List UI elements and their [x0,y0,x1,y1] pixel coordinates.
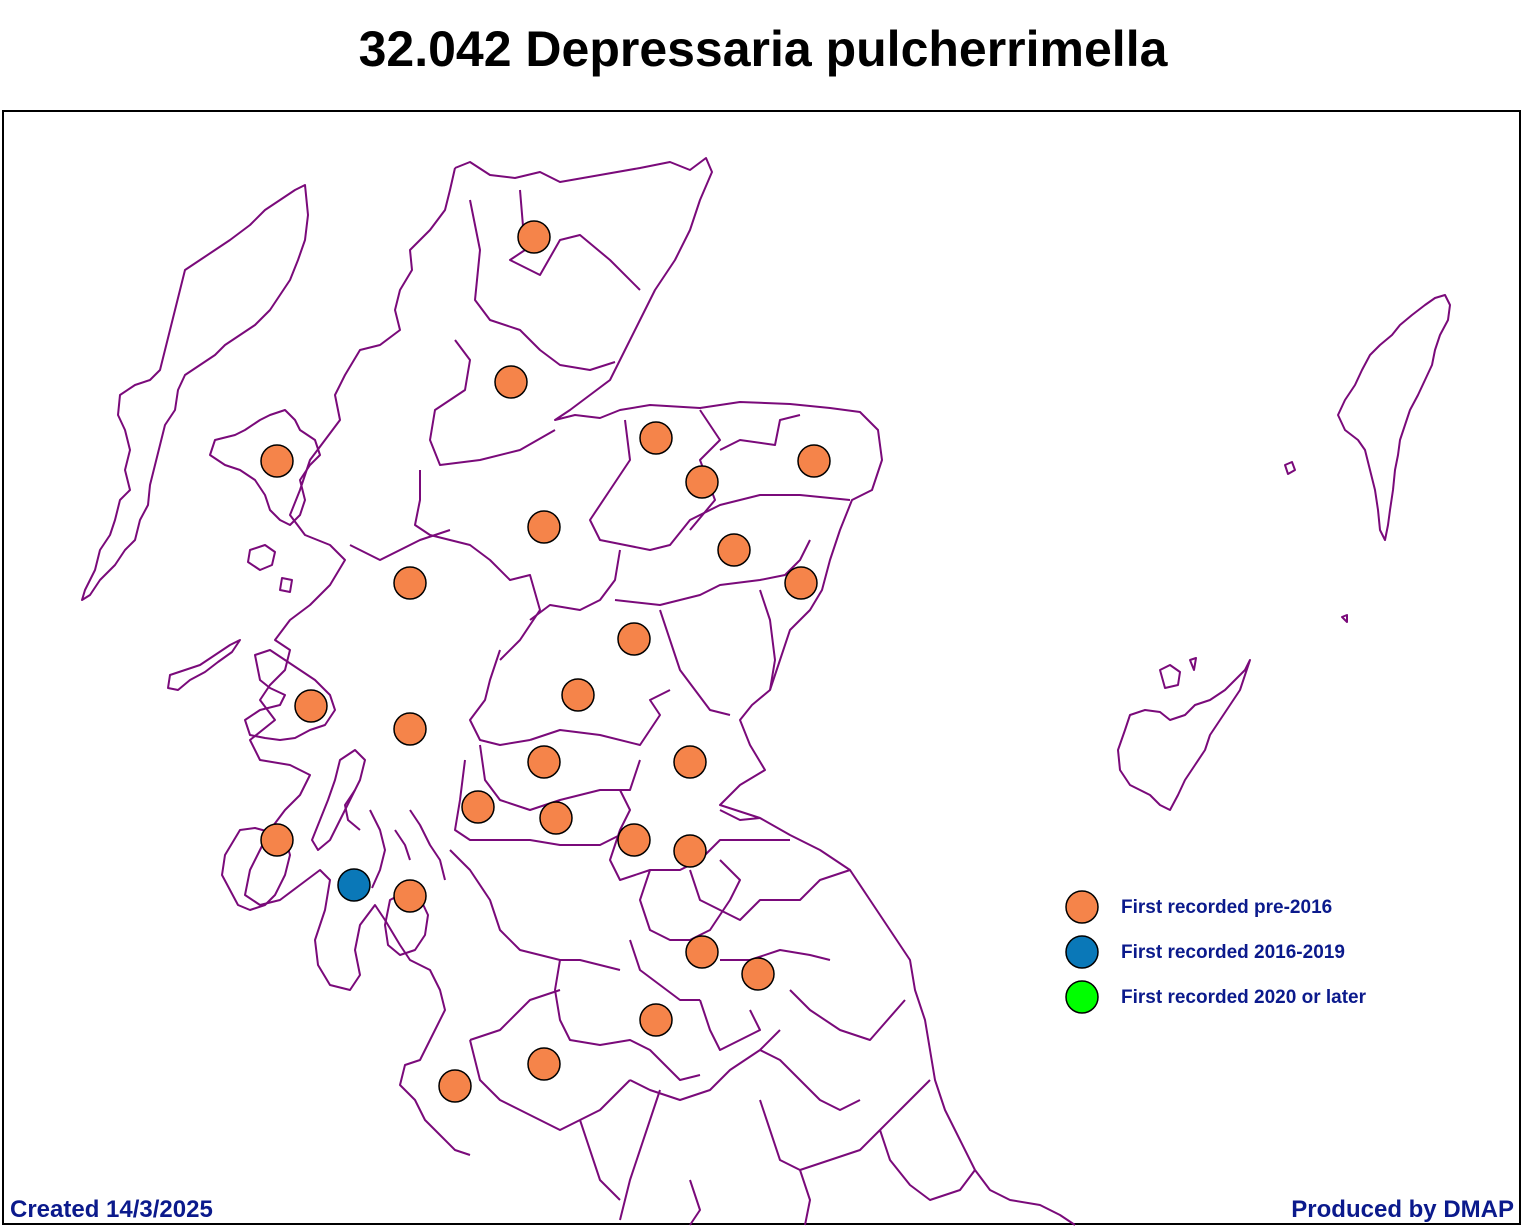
record-dot-pre2016 [741,957,775,991]
record-dot-pre2016 [639,421,673,455]
created-date: Created 14/3/2025 [10,1196,213,1223]
record-dot-y2016-2019 [337,868,371,902]
legend-label: First recorded 2020 or later [1121,987,1367,1008]
record-dot-pre2016 [797,444,831,478]
record-dot-pre2016 [517,220,551,254]
isle-of-skye [209,409,321,526]
orkney [1117,659,1251,811]
record-dot-pre2016 [539,801,573,835]
record-dot-pre2016 [260,823,294,857]
record-dot-pre2016 [527,1047,561,1081]
legend-swatch [1065,980,1099,1014]
producer-credit: Produced by DMAP [1291,1196,1514,1223]
record-dot-pre2016 [393,712,427,746]
legend-swatch [1065,935,1099,969]
record-dot-pre2016 [294,689,328,723]
map-frame [2,110,1521,1225]
record-dot-pre2016 [673,834,707,868]
record-dot-pre2016 [717,533,751,567]
record-dot-pre2016 [438,1069,472,1103]
record-markers [260,220,831,1103]
record-dot-pre2016 [561,678,595,712]
record-dot-pre2016 [685,465,719,499]
record-dot-pre2016 [260,444,294,478]
mainland-outline [454,157,1076,1226]
map-title: 32.042 Depressaria pulcherrimella [358,21,1168,77]
legend-label: First recorded 2016-2019 [1121,942,1345,963]
legend-label: First recorded pre-2016 [1121,897,1332,918]
west-coast-outline [244,167,471,1156]
record-dot-pre2016 [393,879,427,913]
record-dot-pre2016 [461,790,495,824]
record-dot-pre2016 [617,823,651,857]
isle-of-mull [244,649,336,741]
vice-county-boundaries [244,157,1076,1226]
record-dot-pre2016 [639,1003,673,1037]
legend-swatch [1065,890,1099,924]
record-dot-pre2016 [617,622,651,656]
legend: First recorded pre-2016 First recorded 20… [1065,890,1367,1014]
record-dot-pre2016 [527,745,561,779]
record-dot-pre2016 [673,745,707,779]
record-dot-pre2016 [784,566,818,600]
record-dot-pre2016 [527,510,561,544]
outer-hebrides [81,184,309,601]
record-dot-pre2016 [685,935,719,969]
record-dot-pre2016 [494,365,528,399]
record-dot-pre2016 [393,566,427,600]
jura [311,749,366,851]
shetland [1337,294,1451,541]
